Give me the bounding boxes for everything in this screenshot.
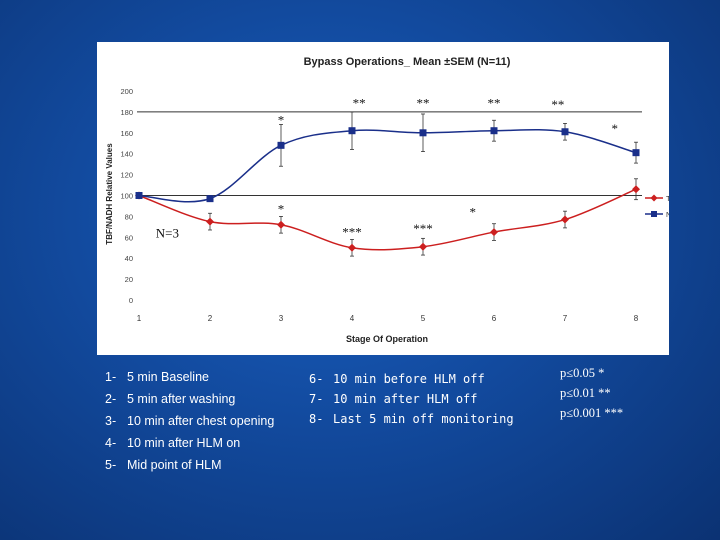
annotation-label: ** (417, 96, 430, 111)
annotation-label: ** (551, 97, 564, 112)
stage-list-right: 6- 10 min before HLM off 7- 10 min after H… (309, 372, 539, 432)
x-tick-label: 1 (137, 314, 142, 323)
significance-legend: p≤0.05 * p≤0.01 ** p≤0.001 *** (560, 366, 710, 426)
data-point-nadh (419, 129, 427, 137)
stage-item: 8- Last 5 min off monitoring (309, 412, 514, 426)
data-point-tbf (206, 217, 214, 226)
significance-item: p≤0.001 *** (560, 406, 624, 420)
x-tick-label: 8 (634, 314, 639, 323)
x-tick-label: 5 (421, 314, 426, 323)
x-tick-label: 7 (563, 314, 568, 323)
data-point-nadh (490, 127, 498, 135)
stage-item: 1- 5 min Baseline (105, 370, 209, 384)
stage-item: 7- 10 min after HLM off (309, 392, 478, 406)
line-chart: Bypass Operations_ Mean ±SEM (N=11) TBF/N… (105, 56, 669, 344)
stage-item: 2- 5 min after washing (105, 392, 236, 406)
y-tick-label: 20 (125, 275, 133, 284)
data-point-tbf (561, 215, 569, 224)
stage-item: 5- Mid point of HLM (105, 458, 222, 472)
annotation-label: * (469, 204, 476, 219)
y-tick-label: 80 (125, 212, 133, 221)
annotation-label: ** (488, 96, 501, 111)
legend-label: TBF (666, 194, 669, 203)
y-tick-label: 60 (125, 233, 133, 242)
annotation-label: *** (342, 224, 362, 239)
significance-item: p≤0.01 ** (560, 386, 611, 400)
y-tick-label: 0 (129, 296, 133, 305)
annotation-label: ** (353, 96, 366, 111)
series-line-tbf (138, 188, 637, 251)
stage-item: 6- 10 min before HLM off (309, 372, 485, 386)
data-point-nadh (632, 149, 640, 157)
data-point-nadh (348, 127, 356, 135)
y-tick-label: 120 (120, 171, 133, 180)
x-axis-label: Stage Of Operation (346, 334, 428, 344)
y-tick-label: 200 (120, 87, 133, 96)
series-line-nadh (138, 129, 637, 203)
data-point-nadh (206, 195, 214, 203)
data-point-nadh (277, 141, 285, 149)
y-tick-label: 160 (120, 129, 133, 138)
data-point-nadh (135, 192, 143, 199)
significance-item: p≤0.05 * (560, 366, 605, 380)
annotation-label: * (278, 112, 285, 127)
chart-title: Bypass Operations_ Mean ±SEM (N=11) (304, 56, 511, 68)
data-point-tbf (419, 242, 427, 251)
data-point-tbf (632, 185, 640, 194)
data-point-tbf (277, 220, 285, 229)
x-tick-label: 4 (350, 314, 355, 323)
legend-label: NADH (666, 210, 669, 219)
chart-panel: Bypass Operations_ Mean ±SEM (N=11) TBF/N… (97, 42, 669, 355)
y-tick-label: 180 (120, 108, 133, 117)
annotation-label: N=3 (156, 225, 179, 240)
x-tick-label: 3 (279, 314, 284, 323)
annotation-label: *** (413, 221, 433, 236)
data-point-tbf (490, 228, 498, 237)
legend-marker (651, 211, 657, 217)
y-tick-label: 40 (125, 254, 133, 263)
stage-list-left: 1- 5 min Baseline 2- 5 min after washing 3… (105, 370, 305, 480)
stage-item: 3- 10 min after chest opening (105, 414, 275, 428)
stage-item: 4- 10 min after HLM on (105, 436, 241, 450)
y-tick-label: 140 (120, 150, 133, 159)
y-tick-label: 100 (120, 192, 133, 201)
data-point-tbf (348, 243, 356, 252)
legend-marker (650, 194, 658, 202)
x-tick-label: 6 (492, 314, 497, 323)
y-axis-label: TBF/NADH Relative Values (105, 143, 114, 245)
annotation-label: * (278, 201, 285, 216)
data-point-nadh (561, 128, 569, 136)
x-tick-label: 2 (208, 314, 213, 323)
annotation-label: * (611, 121, 618, 136)
